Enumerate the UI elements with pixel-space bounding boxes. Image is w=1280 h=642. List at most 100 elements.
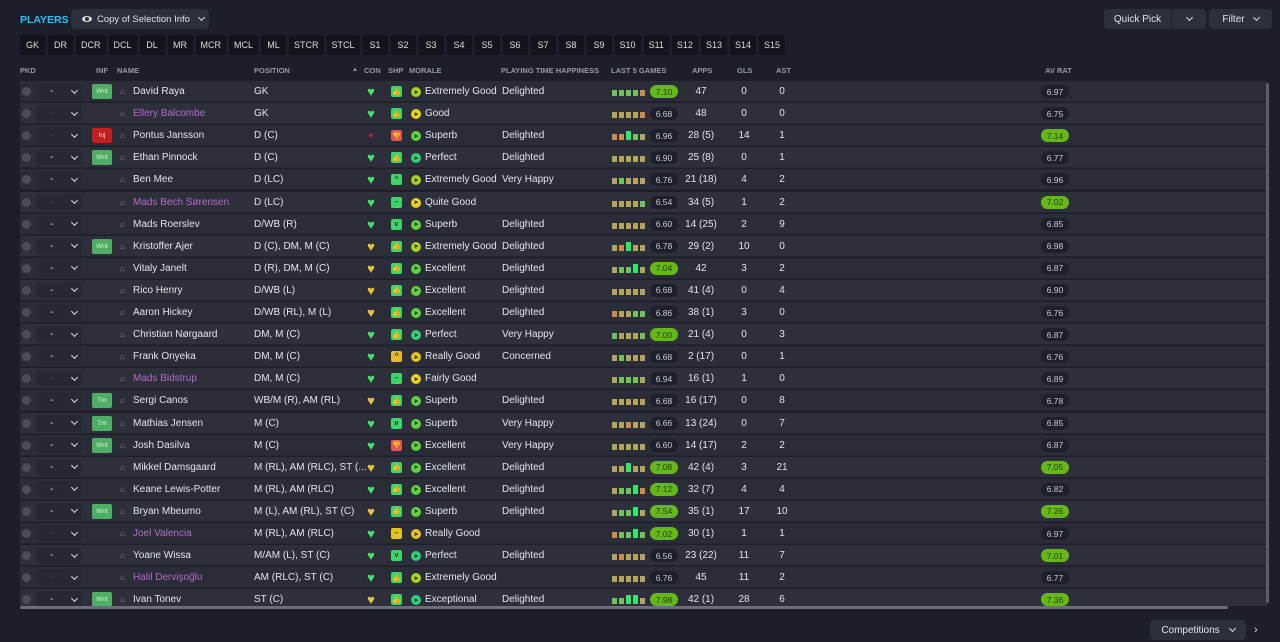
player-name[interactable]: Sergi Canos [133, 395, 189, 407]
table-row[interactable]: - ⌂ Joel Valencia M (RL), AM (RLC) ♥ – ➤… [20, 523, 1267, 544]
slot-dr[interactable]: DR [48, 35, 73, 55]
table-row[interactable]: - Wnt ⌂ Kristoffer Ajer D (C), DM, M (C)… [20, 235, 1267, 257]
pkd-dropdown[interactable]: - [36, 171, 82, 189]
pkd-dropdown[interactable]: - [36, 569, 82, 587]
view-selector-button[interactable]: Copy of Selection Info [71, 9, 209, 29]
slot-s6[interactable]: S6 [502, 35, 528, 55]
pick-checkbox[interactable] [22, 390, 32, 411]
slot-stcl[interactable]: STCL [326, 35, 360, 55]
table-row[interactable]: - ⌂ Ben Mee D (LC) ♥ ^ ➤ Extremely Good … [20, 169, 1267, 191]
pick-checkbox[interactable] [22, 125, 32, 146]
slot-s1[interactable]: S1 [362, 35, 388, 55]
player-name[interactable]: Rico Henry [133, 284, 183, 296]
pkd-dropdown[interactable]: - [36, 436, 82, 454]
table-row[interactable]: - ⌂ Christian Nørgaard DM, M (C) ♥ 👍 ➤ P… [20, 324, 1267, 346]
table-row[interactable]: - Tm ⌂ Mathias Jensen M (C) ♥ v ➤ Superb… [20, 412, 1267, 434]
col-con[interactable]: CON [364, 66, 381, 75]
player-name[interactable]: Mads Bech Sørensen [133, 196, 230, 208]
col-apps[interactable]: APPS [692, 66, 713, 75]
player-name[interactable]: Josh Dasilva [133, 439, 190, 451]
pkd-dropdown[interactable]: - [36, 326, 82, 344]
player-name[interactable]: Pontus Jansson [133, 130, 205, 142]
col-ast[interactable]: AST [776, 66, 791, 75]
pick-checkbox[interactable] [22, 435, 32, 456]
pick-checkbox[interactable] [22, 192, 32, 213]
slot-s4[interactable]: S4 [446, 35, 472, 55]
pick-checkbox[interactable] [22, 280, 32, 301]
table-row[interactable]: - ⌂ Halil Dervişoğlu AM (RLC), ST (C) ♥ … [20, 567, 1267, 589]
pkd-dropdown[interactable]: - [36, 149, 82, 167]
slot-ml[interactable]: ML [261, 35, 287, 55]
pkd-dropdown[interactable]: - [36, 370, 82, 388]
pkd-dropdown[interactable]: - [36, 105, 82, 123]
slot-mcl[interactable]: MCL [229, 35, 259, 55]
table-row[interactable]: - ⌂ Mads Bidstrup DM, M (C) ♥ – ➤ Fairly… [20, 368, 1267, 390]
player-name[interactable]: Joel Valencia [133, 528, 192, 539]
table-row[interactable]: - ⌂ Keane Lewis-Potter M (RL), AM (RLC) … [20, 478, 1267, 500]
player-name[interactable]: Ethan Pinnock [133, 152, 198, 164]
col-inf[interactable]: INF [96, 66, 109, 75]
slot-s11[interactable]: S11 [643, 35, 669, 55]
competitions-button[interactable]: Competitions [1150, 620, 1246, 640]
table-row[interactable]: - Wnt ⌂ David Raya GK ♥ 👍 ➤ Extremely Go… [20, 81, 1267, 102]
pkd-dropdown[interactable]: - [36, 480, 82, 498]
pkd-dropdown[interactable]: - [36, 281, 82, 299]
player-name[interactable]: Ivan Tonev [133, 594, 182, 606]
pick-checkbox[interactable] [22, 81, 32, 102]
vertical-scrollbar[interactable] [1266, 83, 1269, 603]
table-row[interactable]: - Inj ⌂ Pontus Jansson D (C) ● 👎 ➤ Super… [20, 125, 1267, 147]
pkd-dropdown[interactable]: - [36, 127, 82, 145]
player-name[interactable]: Vitaly Janelt [133, 262, 187, 274]
col-playing-time-happiness[interactable]: PLAYING TIME HAPPINESS [501, 66, 600, 75]
pick-checkbox[interactable] [22, 214, 32, 235]
pkd-dropdown[interactable]: - [36, 215, 82, 233]
pick-checkbox[interactable] [22, 324, 32, 345]
pick-checkbox[interactable] [22, 567, 32, 588]
pick-checkbox[interactable] [22, 589, 32, 606]
slot-dl[interactable]: DL [139, 35, 165, 55]
pick-checkbox[interactable] [22, 501, 32, 522]
slot-s13[interactable]: S13 [700, 35, 727, 55]
table-row[interactable]: - ⌂ Mads Roerslev D/WB (R) ♥ v ➤ Superb … [20, 213, 1267, 235]
pick-checkbox[interactable] [22, 346, 32, 367]
slot-s8[interactable]: S8 [558, 35, 584, 55]
table-row[interactable]: - Wnt ⌂ Josh Dasilva M (C) ♥ 👎 ➤ Excelle… [20, 434, 1267, 456]
col-position[interactable]: POSITION [254, 66, 290, 75]
pkd-dropdown[interactable]: - [36, 304, 82, 321]
pkd-dropdown[interactable]: - [36, 547, 82, 565]
col-av-rat[interactable]: AV RAT [1045, 66, 1072, 75]
table-row[interactable]: - ⌂ Frank Onyeka DM, M (C) ♥ ^ ➤ Really … [20, 346, 1267, 368]
pick-checkbox[interactable] [22, 258, 32, 279]
pkd-dropdown[interactable]: - [36, 259, 82, 277]
pkd-dropdown[interactable]: - [36, 193, 82, 211]
player-name[interactable]: Frank Onyeka [133, 351, 196, 363]
pkd-dropdown[interactable]: - [36, 237, 82, 255]
player-name[interactable]: Mathias Jensen [133, 417, 204, 429]
table-row[interactable]: - Wnt ⌂ Ethan Pinnock D (C) ♥ 👍 ➤ Perfec… [20, 147, 1267, 169]
slot-mr[interactable]: MR [167, 35, 193, 55]
quick-pick-button[interactable]: Quick Pick [1104, 9, 1172, 29]
horizontal-scrollbar[interactable] [20, 606, 1228, 609]
pkd-dropdown[interactable]: - [36, 392, 82, 410]
chevron-right-icon[interactable]: › [1254, 624, 1258, 636]
table-row[interactable]: - ⌂ Yoane Wissa M/AM (L), ST (C) ♥ v ➤ P… [20, 545, 1267, 567]
pick-checkbox[interactable] [22, 413, 32, 434]
table-row[interactable]: - ⌂ Rico Henry D/WB (L) ♥ 👍 ➤ Excellent … [20, 279, 1267, 301]
player-name[interactable]: Keane Lewis-Potter [133, 483, 221, 495]
slot-s2[interactable]: S2 [390, 35, 416, 55]
table-row[interactable]: - ⌂ Ellery Balcombe GK ♥ 👍 ➤ Good 6.68 4… [20, 103, 1267, 125]
table-row[interactable]: - ⌂ Vitaly Janelt D (R), DM, M (C) ♥ 👍 ➤… [20, 257, 1267, 279]
slot-stcr[interactable]: STCR [289, 35, 324, 55]
player-name[interactable]: Christian Nørgaard [133, 329, 218, 341]
slot-dcr[interactable]: DCR [76, 35, 106, 55]
pick-checkbox[interactable] [22, 368, 32, 389]
pick-checkbox[interactable] [22, 523, 32, 544]
player-name[interactable]: Halil Dervişoğlu [133, 572, 203, 584]
player-name[interactable]: David Raya [133, 86, 185, 97]
player-name[interactable]: Ellery Balcombe [133, 108, 206, 120]
pick-checkbox[interactable] [22, 103, 32, 124]
slot-s5[interactable]: S5 [474, 35, 500, 55]
pick-checkbox[interactable] [22, 147, 32, 168]
table-row[interactable]: - ⌂ Mads Bech Sørensen D (LC) ♥ – ➤ Quit… [20, 191, 1267, 213]
table-row[interactable]: - ⌂ Mikkel Damsgaard M (RL), AM (RLC), S… [20, 456, 1267, 478]
